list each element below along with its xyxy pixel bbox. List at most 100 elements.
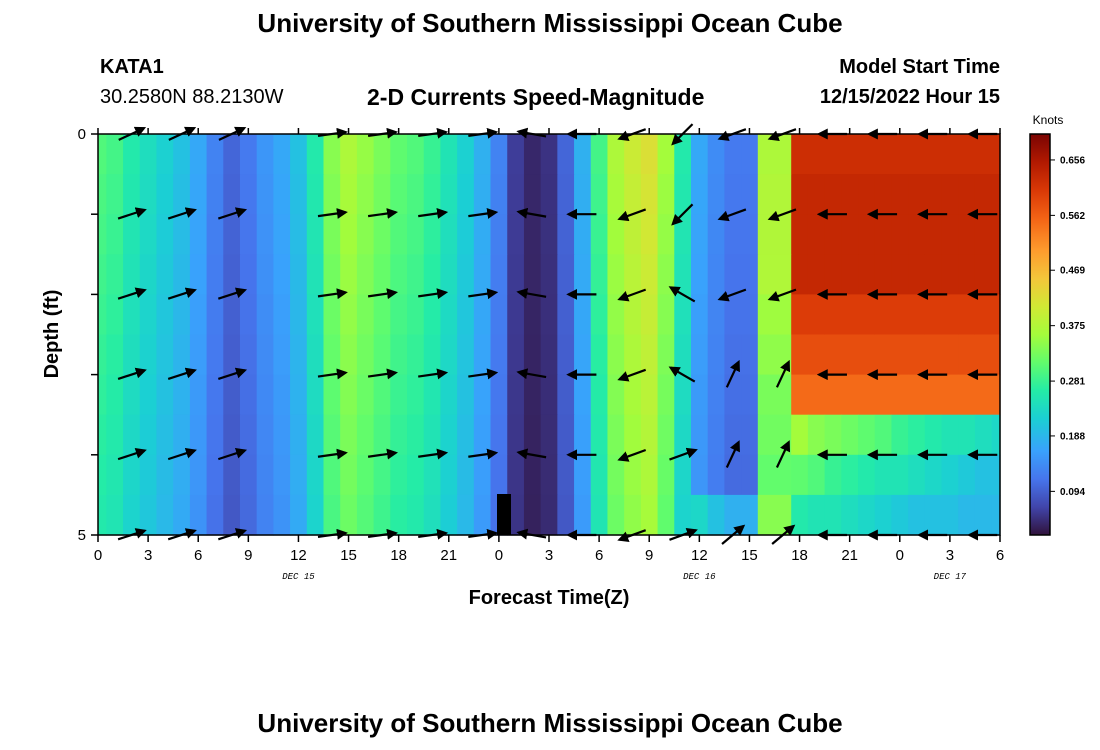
heatmap-cell (874, 374, 893, 416)
heatmap-cell (841, 134, 859, 175)
heatmap-cell (807, 294, 826, 336)
heatmap-cell (607, 294, 625, 336)
heatmap-cell (590, 334, 609, 376)
heatmap-cell (791, 414, 809, 456)
heatmap-cell (123, 254, 141, 295)
heatmap-cell (473, 174, 492, 215)
heatmap-cell (574, 414, 592, 456)
station-coordinates: 30.2580N 88.2130W (100, 86, 284, 108)
heatmap-cell (173, 414, 191, 456)
heatmap-cell (974, 374, 993, 416)
heatmap-cell (239, 334, 258, 376)
heatmap-cell (908, 494, 926, 536)
heatmap-cell (540, 174, 558, 215)
heatmap-cell (557, 334, 575, 376)
heatmap-cell (908, 254, 926, 295)
heatmap-cell (340, 374, 358, 416)
heatmap-cell (924, 374, 943, 416)
heatmap-cell (590, 134, 609, 175)
heatmap-cell (724, 334, 742, 376)
heatmap-cell (106, 454, 124, 496)
heatmap-cell (473, 214, 492, 255)
heatmap-cell (707, 174, 725, 215)
heatmap-cell (290, 214, 308, 255)
heatmap-cell (306, 294, 325, 336)
heatmap-cell (98, 374, 107, 416)
heatmap-cell (540, 374, 558, 416)
heatmap-cell (440, 134, 458, 175)
heatmap-cell (958, 334, 976, 376)
heatmap-cell (156, 494, 174, 536)
heatmap-cell (373, 414, 391, 456)
heatmap-cell (423, 214, 442, 255)
heatmap-cells (98, 134, 1001, 536)
heatmap-cell (941, 494, 959, 536)
heatmap-cell (991, 334, 1001, 376)
heatmap-cell (741, 494, 759, 536)
heatmap-cell (791, 334, 809, 376)
heatmap-cell (791, 254, 809, 295)
heatmap-cell (774, 334, 792, 376)
heatmap-cell (924, 454, 943, 496)
heatmap-cell (657, 374, 675, 416)
heatmap-cell (507, 494, 525, 536)
heatmap-cell (590, 254, 609, 295)
heatmap-cell (657, 294, 675, 336)
heatmap-cell (974, 454, 993, 496)
colorbar-tick-label: 0.656 (1060, 155, 1085, 166)
heatmap-cell (707, 294, 725, 336)
heatmap-cell (807, 214, 826, 255)
heatmap-cell (239, 254, 258, 295)
heatmap-cell (690, 494, 709, 536)
heatmap-cell (724, 414, 742, 456)
heatmap-cell (490, 374, 508, 416)
heatmap-cell (139, 294, 158, 336)
heatmap-cell (340, 294, 358, 336)
current-arrow (516, 207, 547, 219)
heatmap-cell (557, 294, 575, 336)
current-arrow (167, 447, 197, 461)
heatmap-cell (407, 134, 425, 175)
heatmap-cell (507, 254, 525, 295)
heatmap-cell (640, 334, 659, 376)
heatmap-cell (473, 494, 492, 536)
heatmap-cell (624, 374, 642, 416)
x-tick-label: 18 (791, 547, 808, 564)
heatmap-cell (841, 334, 859, 376)
day-labels: DEC 15 DEC 16 DEC 17 (282, 572, 966, 582)
heatmap-cell (791, 294, 809, 336)
heatmap-cell (574, 334, 592, 376)
heatmap-cell (958, 254, 976, 295)
current-arrow (717, 208, 747, 222)
heatmap-cell (206, 454, 224, 496)
heatmap-cell (607, 254, 625, 295)
heatmap-cell (640, 254, 659, 295)
heatmap-cell (891, 334, 909, 376)
heatmap-cell (574, 374, 592, 416)
heatmap-cell (98, 494, 107, 536)
colorbar-tick-label: 0.281 (1060, 377, 1085, 388)
heatmap-cell (457, 494, 475, 536)
heatmap-cell (139, 454, 158, 496)
heatmap-cell (490, 294, 508, 336)
heatmap-cell (390, 334, 408, 376)
heatmap-cell (173, 214, 191, 255)
heatmap-cell (356, 494, 375, 536)
current-arrow (775, 359, 791, 388)
current-arrow (617, 288, 647, 302)
heatmap-cell (423, 494, 442, 536)
x-tick-label: 3 (946, 547, 954, 564)
model-start-label: Model Start Time (839, 56, 1000, 78)
heatmap-cell (273, 494, 291, 536)
heatmap-cell (457, 454, 475, 496)
heatmap-cell (123, 494, 141, 536)
heatmap-cell (690, 254, 709, 295)
heatmap-cell (306, 174, 325, 215)
heatmap-cell (624, 414, 642, 456)
heatmap-cell (640, 134, 659, 175)
heatmap-cell (156, 254, 174, 295)
heatmap-cell (908, 414, 926, 456)
current-arrow (217, 207, 248, 220)
heatmap-cell (106, 134, 124, 175)
